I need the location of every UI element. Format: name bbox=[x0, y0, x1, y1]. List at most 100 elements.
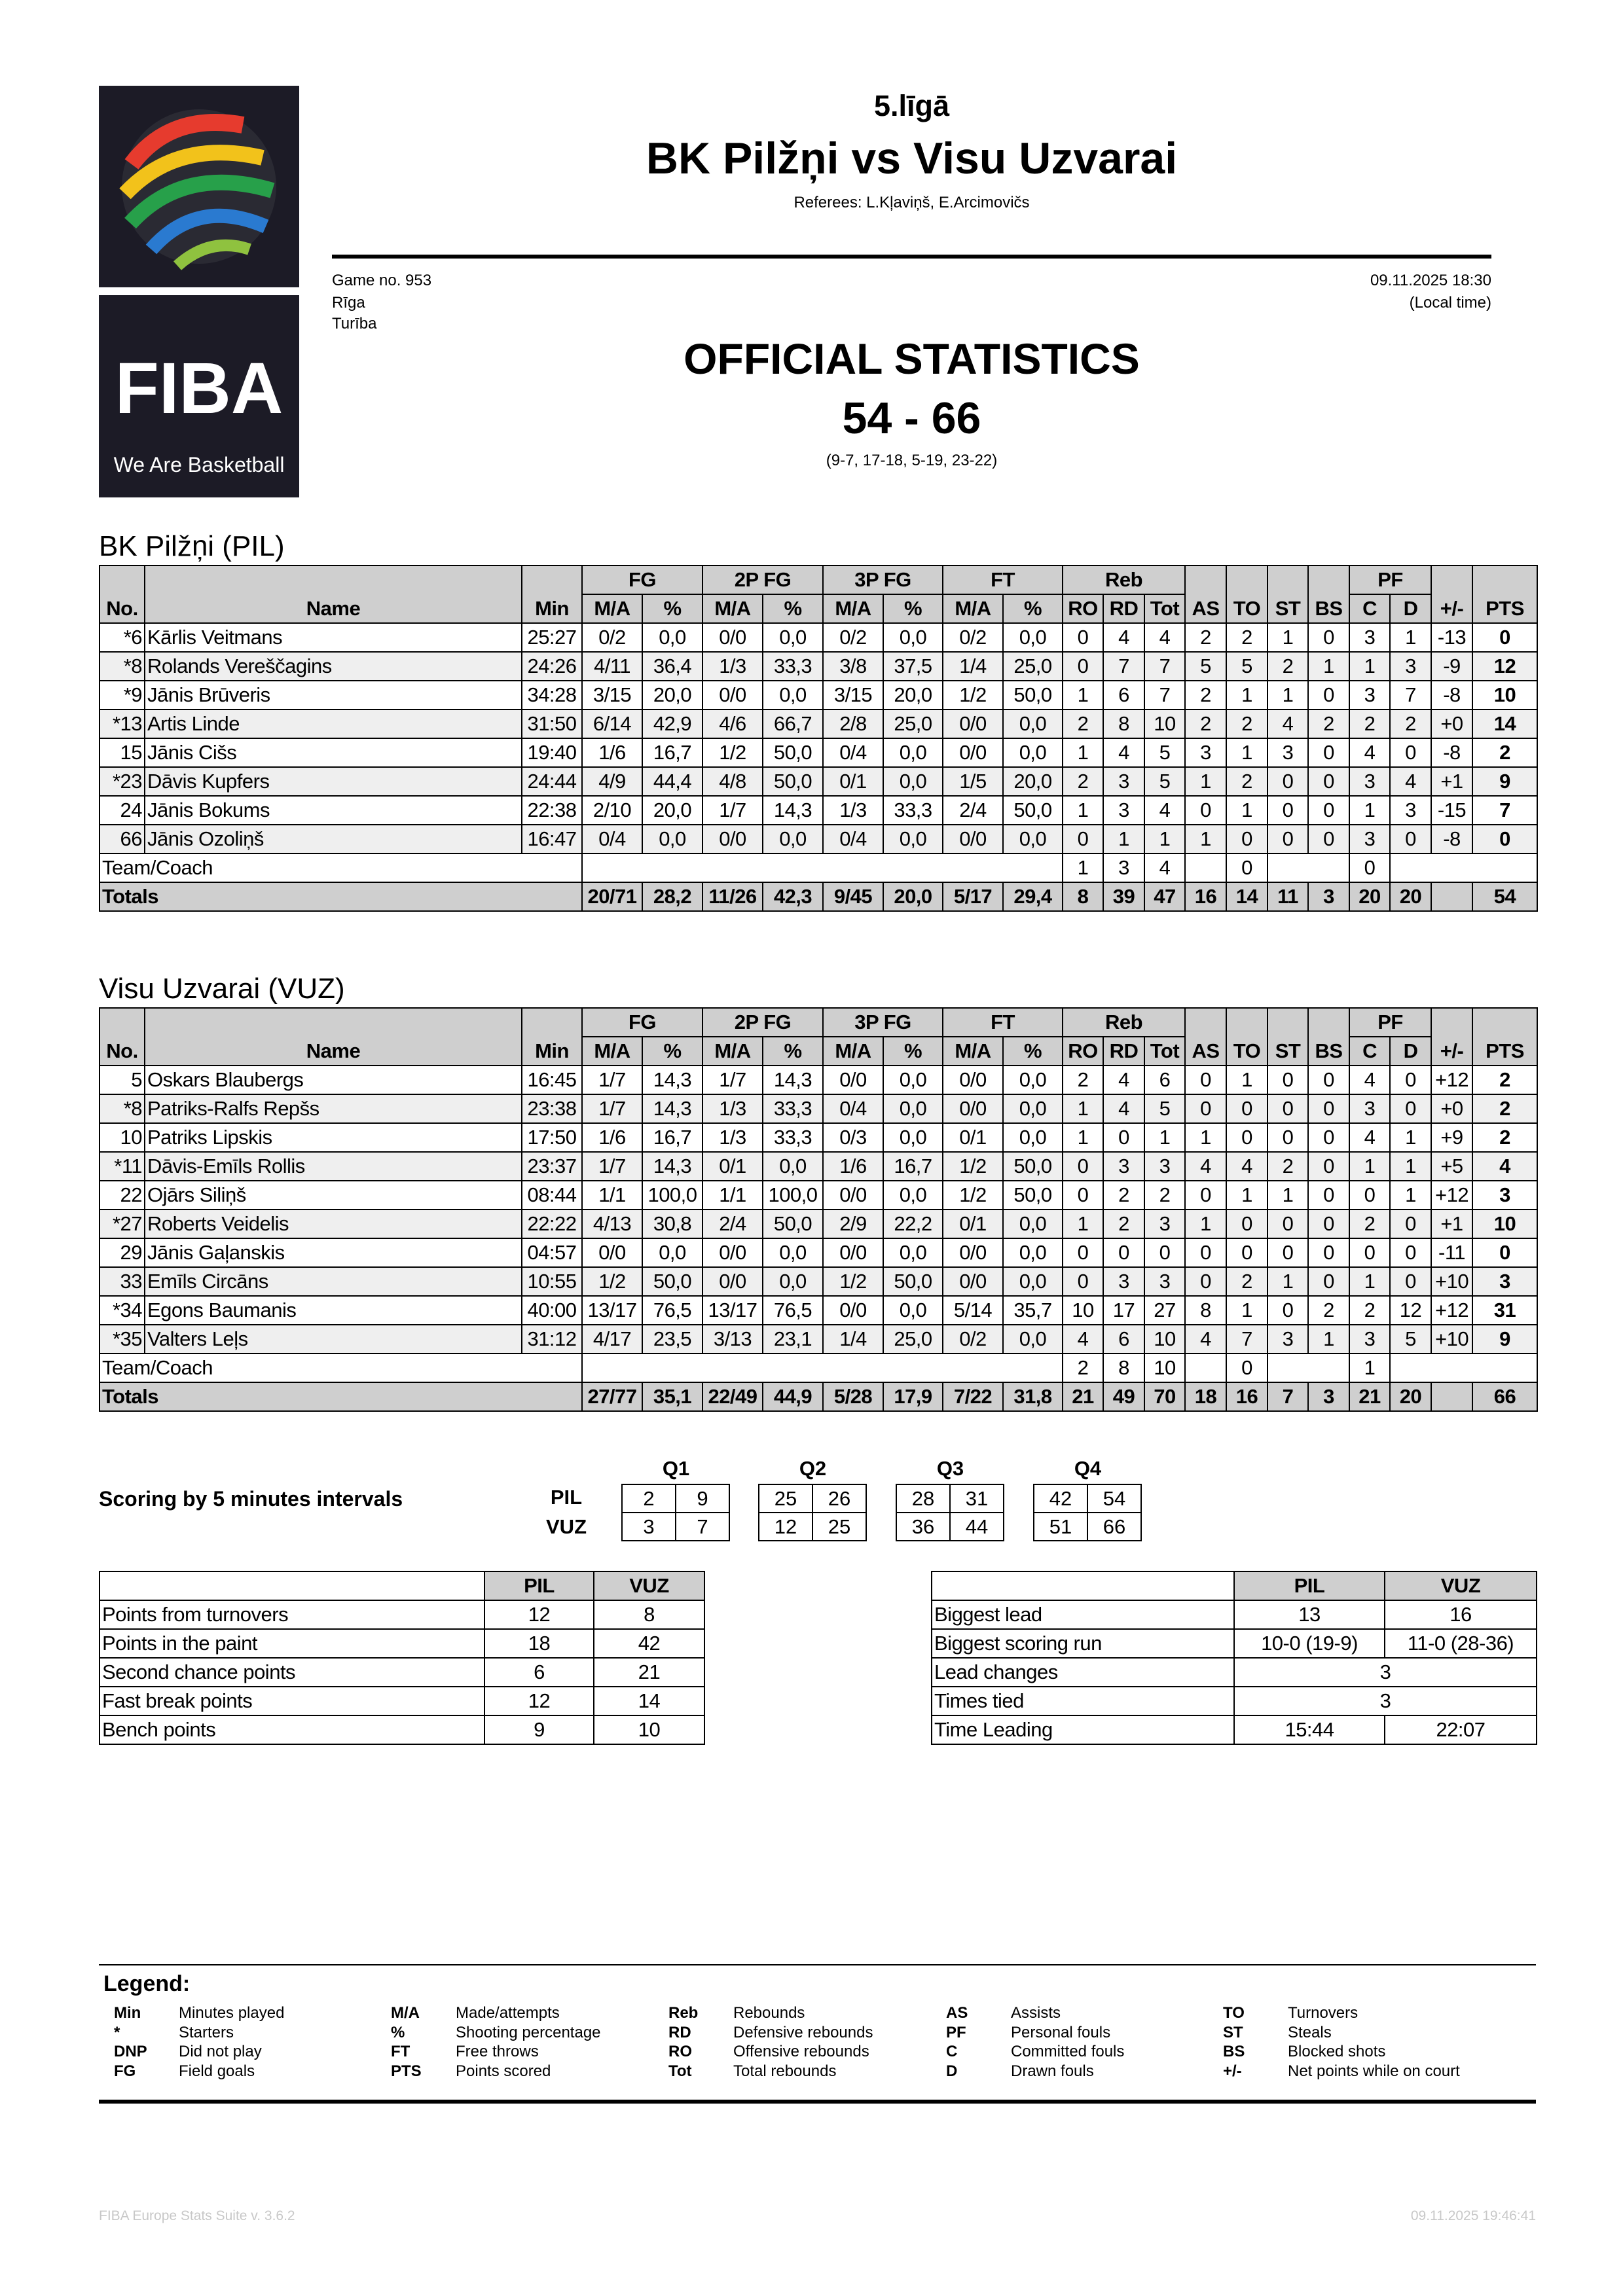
cell-2p-ma: 3/13 bbox=[702, 1324, 763, 1354]
stat-value: 15:44 bbox=[1233, 1715, 1385, 1745]
cell-as: 0 bbox=[1184, 1094, 1228, 1124]
player-row: *35 Valters Leļs 31:12 4/17 23,5 3/13 23,1 1/4 2… bbox=[99, 1324, 1539, 1354]
legend-abbr: DNP bbox=[114, 2043, 147, 2060]
cell-ft-ma: 0/0 bbox=[942, 1238, 1004, 1268]
cell-st: 0 bbox=[1267, 795, 1309, 825]
cell-rd: 7 bbox=[1103, 651, 1145, 681]
cell-tot: 5 bbox=[1143, 1094, 1186, 1124]
total-pf-c: 21 bbox=[1349, 1382, 1391, 1412]
interval-score: 3 bbox=[621, 1512, 676, 1541]
cell-tot: 4 bbox=[1143, 795, 1186, 825]
cell-name[interactable]: Roberts Veidelis bbox=[144, 1209, 522, 1239]
cell-2p-ma: 4/8 bbox=[702, 766, 763, 797]
interval-score: 25 bbox=[812, 1512, 867, 1541]
cell-no: *8 bbox=[99, 1094, 145, 1124]
cell-tot: 1 bbox=[1143, 824, 1186, 854]
cell-pts: 0 bbox=[1472, 622, 1539, 653]
cell-pf-c: 2 bbox=[1349, 1209, 1391, 1239]
cell-as: 4 bbox=[1184, 1324, 1228, 1354]
legend-description: Turnovers bbox=[1288, 2004, 1359, 2022]
legend-abbr: +/- bbox=[1223, 2062, 1242, 2080]
cell-rd: 2 bbox=[1103, 1209, 1145, 1239]
stat-label: Times tied bbox=[931, 1686, 1235, 1716]
total-fg-pct: 35,1 bbox=[642, 1382, 703, 1412]
cell-name[interactable]: Artis Linde bbox=[144, 709, 522, 739]
cell-3p-ma: 0/1 bbox=[822, 766, 884, 797]
interval-score: 54 bbox=[1087, 1484, 1142, 1513]
legend-abbr: Reb bbox=[668, 2004, 699, 2022]
cell-plus-minus: +1 bbox=[1431, 1209, 1474, 1239]
cell-min: 24:44 bbox=[521, 766, 583, 797]
cell-pf-c: 0 bbox=[1349, 1238, 1391, 1268]
player-row: *27 Roberts Veidelis 22:22 4/13 30,8 2/4 50,0 2… bbox=[99, 1209, 1539, 1239]
cell-3p-ma: 0/0 bbox=[822, 1065, 884, 1095]
cell-to: 1 bbox=[1226, 680, 1269, 710]
legend-description: Free throws bbox=[456, 2043, 539, 2060]
legend-description: Blocked shots bbox=[1288, 2043, 1386, 2060]
player-row: 5 Oskars Blaubergs 16:45 1/7 14,3 1/7 14,3 0/0 0… bbox=[99, 1065, 1539, 1095]
legend-description: Points scored bbox=[456, 2062, 551, 2080]
cell-3p-pct: 0,0 bbox=[883, 1094, 943, 1124]
cell-name[interactable]: Jānis Gaļanskis bbox=[144, 1238, 522, 1268]
cell-name[interactable]: Jānis Cišs bbox=[144, 738, 522, 768]
col-header-pts: PTS bbox=[1472, 565, 1539, 624]
cell-name[interactable]: Dāvis-Emīls Rollis bbox=[144, 1151, 522, 1181]
team-heading-home: BK Pilžņi (PIL) bbox=[99, 530, 285, 562]
cell-name[interactable]: Valters Leļs bbox=[144, 1324, 522, 1354]
cell-pf-c: 2 bbox=[1349, 1295, 1391, 1325]
total-tot: 47 bbox=[1143, 882, 1186, 912]
col-header-d: D bbox=[1389, 1036, 1432, 1066]
box-score-home: No. Name Min FG 2P FG 3P FG FT Reb AS TO ST BS PF +/-… bbox=[99, 565, 1539, 912]
cell-pf-c: 3 bbox=[1349, 622, 1391, 653]
game-datetime: 09.11.2025 18:30 bbox=[1370, 272, 1491, 289]
col-header-to: TO bbox=[1226, 1007, 1269, 1066]
interval-score: 9 bbox=[675, 1484, 730, 1513]
cell-min: 16:47 bbox=[521, 824, 583, 854]
cell-name[interactable]: Ojārs Siliņš bbox=[144, 1180, 522, 1210]
cell-fg-pct: 16,7 bbox=[642, 1122, 703, 1153]
cell-name[interactable]: Patriks-Ralfs Repšs bbox=[144, 1094, 522, 1124]
col-header-to: TO bbox=[1226, 565, 1269, 624]
interval-score: 2 bbox=[621, 1484, 676, 1513]
cell-bs: 1 bbox=[1307, 1324, 1351, 1354]
quarter-row-pil: 28 31 bbox=[896, 1484, 1004, 1513]
cell-ft-ma: 0/0 bbox=[942, 1094, 1004, 1124]
cell-rd: 3 bbox=[1103, 795, 1145, 825]
cell-name[interactable]: Kārlis Veitmans bbox=[144, 622, 522, 653]
cell-to: 7 bbox=[1226, 1324, 1269, 1354]
cell-name[interactable]: Jānis Brūveris bbox=[144, 680, 522, 710]
cell-name[interactable]: Oskars Blaubergs bbox=[144, 1065, 522, 1095]
cell-ft-ma: 1/2 bbox=[942, 680, 1004, 710]
cell-3p-ma: 1/3 bbox=[822, 795, 884, 825]
stat-value: 6 bbox=[484, 1657, 594, 1687]
cell-st: 0 bbox=[1267, 766, 1309, 797]
cell-bs: 2 bbox=[1307, 1295, 1351, 1325]
cell-name[interactable]: Egons Baumanis bbox=[144, 1295, 522, 1325]
cell-pf-d: 3 bbox=[1389, 651, 1432, 681]
cell-as: 1 bbox=[1184, 1209, 1228, 1239]
blank-cell bbox=[1267, 1353, 1351, 1383]
cell-name[interactable]: Patriks Lipskis bbox=[144, 1122, 522, 1153]
cell-name[interactable]: Dāvis Kupfers bbox=[144, 766, 522, 797]
cell-ft-ma: 0/0 bbox=[942, 738, 1004, 768]
cell-min: 22:38 bbox=[521, 795, 583, 825]
cell-ft-ma: 0/0 bbox=[942, 1266, 1004, 1297]
cell-name[interactable]: Emīls Circāns bbox=[144, 1266, 522, 1297]
cell-ft-pct: 0,0 bbox=[1002, 709, 1063, 739]
total-as: 16 bbox=[1184, 882, 1228, 912]
cell-name[interactable]: Rolands Vereščagins bbox=[144, 651, 522, 681]
cell-plus-minus: +12 bbox=[1431, 1295, 1474, 1325]
col-group-p2: 2P FG bbox=[702, 565, 824, 595]
totals-label: Totals bbox=[99, 1382, 583, 1412]
col-header-as: AS bbox=[1184, 1007, 1228, 1066]
stat-label: Lead changes bbox=[931, 1657, 1235, 1687]
cell-tot: 10 bbox=[1143, 709, 1186, 739]
interval-score: 28 bbox=[896, 1484, 951, 1513]
scoring-team-vuz: VUZ bbox=[546, 1515, 587, 1538]
col-header: PIL bbox=[484, 1571, 594, 1601]
total-3p-ma: 9/45 bbox=[822, 882, 884, 912]
cell-name[interactable]: Jānis Ozoliņš bbox=[144, 824, 522, 854]
cell-as: 8 bbox=[1184, 1295, 1228, 1325]
cell-name[interactable]: Jānis Bokums bbox=[144, 795, 522, 825]
cell-as: 5 bbox=[1184, 651, 1228, 681]
